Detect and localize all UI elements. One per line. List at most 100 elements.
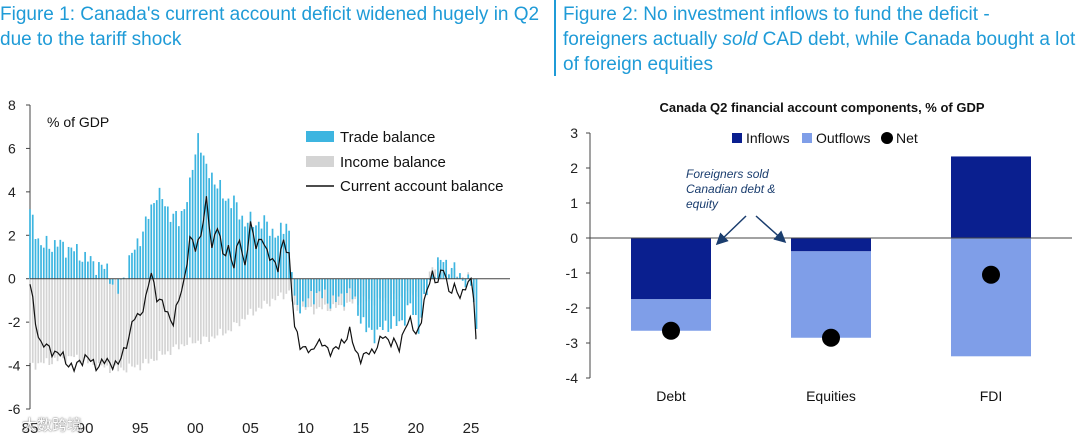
trade-bar: [401, 278, 403, 321]
annotation-arrow-equities: [755, 215, 787, 243]
trade-bar: [153, 203, 155, 279]
trade-bar: [260, 228, 263, 279]
trade-bar: [448, 274, 450, 279]
income-bar: [233, 278, 235, 323]
inflows-bar: [951, 156, 1031, 238]
current-account-line: [29, 196, 477, 373]
income-bar: [70, 278, 73, 357]
income-bar: [315, 278, 318, 309]
trade-bar: [111, 278, 114, 285]
income-bar: [75, 278, 78, 355]
trade-bar: [51, 251, 53, 279]
trade-bar: [219, 179, 222, 279]
trade-bar: [351, 278, 354, 300]
trade-bar: [131, 252, 133, 279]
legend-swatch-net: [881, 132, 893, 144]
trade-bar: [70, 247, 73, 279]
net-marker: [662, 321, 680, 340]
trade-bar: [194, 154, 197, 279]
income-bar: [434, 269, 437, 279]
y-tick-label: 0: [570, 230, 578, 246]
trade-bar: [326, 278, 329, 304]
legend-swatch-outflows: [802, 133, 812, 143]
trade-bar: [191, 169, 194, 279]
income-bar: [200, 278, 202, 345]
trade-bar: [354, 278, 357, 297]
category-label: Equities: [806, 388, 856, 404]
trade-bar: [359, 278, 362, 324]
income-bar: [172, 278, 175, 347]
trade-bar: [395, 278, 398, 327]
income-bar: [161, 278, 164, 355]
trade-bar: [37, 238, 40, 279]
legend-label-inflows: Inflows: [746, 130, 790, 146]
trade-bar: [332, 278, 335, 296]
trade-bar: [100, 264, 103, 279]
income-bar: [31, 278, 34, 363]
income-bar: [282, 278, 285, 300]
trade-bar: [392, 278, 395, 317]
income-bar: [202, 278, 205, 337]
x-tick-label: 95: [132, 420, 149, 437]
trade-bar: [304, 278, 307, 308]
inflows-bar: [791, 238, 871, 252]
legend-label-net: Net: [896, 130, 918, 146]
outflows-bar: [951, 238, 1031, 357]
y-tick-label: -6: [8, 401, 21, 417]
income-bar: [164, 278, 166, 355]
trade-bar: [420, 278, 423, 318]
income-bar: [222, 278, 224, 336]
watermark-text: 大数跨境: [22, 417, 83, 434]
trade-bar: [249, 211, 252, 279]
legend-swatch-inflows: [732, 133, 742, 143]
income-bar: [263, 278, 266, 301]
trade-bar: [40, 245, 42, 279]
trade-bar: [307, 278, 310, 299]
income-bar: [219, 278, 222, 329]
trade-bar: [233, 195, 235, 279]
trade-bar: [133, 249, 136, 279]
trade-bar: [398, 278, 401, 322]
trade-bar: [235, 202, 238, 279]
category-label: FDI: [980, 388, 1003, 404]
income-bar: [117, 278, 120, 372]
trade-bar: [417, 278, 420, 334]
trade-bar: [172, 213, 175, 279]
income-bar: [87, 278, 89, 364]
trade-bar: [92, 261, 95, 279]
trade-bar: [368, 278, 370, 328]
x-tick-label: 05: [242, 420, 259, 437]
income-bar: [260, 278, 263, 309]
trade-bar: [62, 241, 64, 279]
x-tick-label: 00: [187, 420, 204, 437]
net-marker: [982, 265, 1000, 284]
income-bar: [78, 278, 81, 364]
trade-bar: [296, 278, 299, 305]
income-bar: [158, 278, 161, 352]
trade-bar: [453, 262, 456, 279]
income-bar: [205, 278, 208, 337]
chart2-title: Canada Q2 financial account components, …: [659, 100, 984, 115]
trade-bar: [472, 278, 475, 303]
income-bar: [428, 271, 431, 279]
income-bar: [62, 278, 64, 359]
income-bar: [277, 278, 279, 296]
trade-bar: [268, 235, 271, 279]
trade-bar: [277, 235, 279, 279]
income-bar: [73, 278, 75, 358]
trade-bar: [428, 278, 431, 281]
income-bar: [92, 278, 95, 366]
trade-bar: [290, 272, 293, 279]
figure2-title-part1: Figure 2: No investment inflows to fund …: [563, 4, 990, 50]
income-bar: [111, 278, 114, 370]
trade-bar: [75, 244, 78, 279]
income-bar: [122, 278, 125, 371]
trade-bar: [423, 278, 425, 295]
income-bar: [191, 278, 194, 344]
y-tick-label: 2: [570, 160, 578, 176]
trade-bar: [282, 233, 285, 279]
trade-bar: [461, 278, 464, 281]
trade-bar: [136, 238, 139, 279]
trade-bar: [48, 248, 51, 279]
trade-bar: [106, 263, 109, 279]
